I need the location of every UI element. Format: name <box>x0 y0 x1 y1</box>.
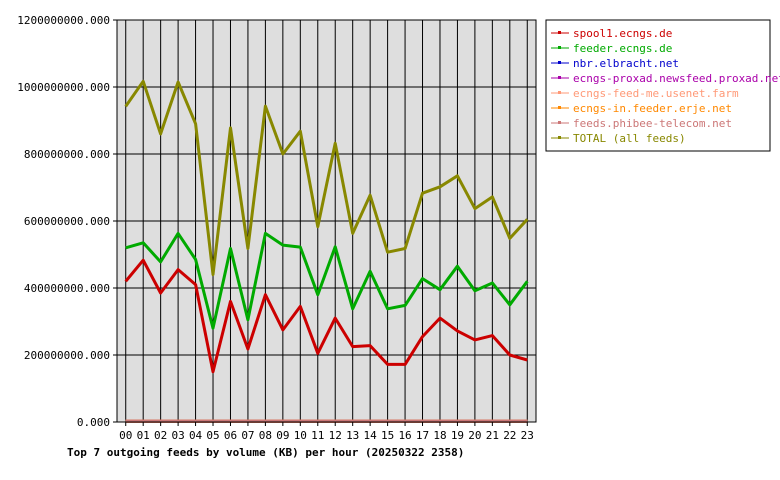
legend-entry: ecngs-feed-me.usenet.farm <box>573 87 739 100</box>
x-tick-label: 08 <box>259 429 272 442</box>
grid <box>117 19 536 423</box>
series-line <box>124 79 529 277</box>
legend-swatch-marker <box>558 91 561 94</box>
legend-swatch-marker <box>558 46 561 49</box>
series-layer <box>124 79 529 423</box>
x-tick-label: 12 <box>329 429 342 442</box>
y-axis-ticks: 0.000 200000000.000 400000000.000 600000000… <box>17 14 117 429</box>
x-tick-label: 03 <box>171 429 184 442</box>
x-tick-label: 21 <box>486 429 499 442</box>
x-tick-label: 11 <box>311 429 324 442</box>
legend-entry: feeder.ecngs.de <box>573 42 672 55</box>
legend-swatch-marker <box>558 61 561 64</box>
legend-entry: feeds.phibee-telecom.net <box>573 117 732 130</box>
x-tick-label: 15 <box>381 429 394 442</box>
x-tick-label: 18 <box>433 429 446 442</box>
y-tick-label: 800000000.000 <box>24 148 110 161</box>
y-tick-label: 600000000.000 <box>24 215 110 228</box>
x-tick-label: 14 <box>364 429 378 442</box>
chart-title: Top 7 outgoing feeds by volume (KB) per … <box>67 446 464 459</box>
legend: spool1.ecngs.de feeder.ecngs.de nbr.elbrac… <box>545 19 780 152</box>
legend-swatch-marker <box>558 76 561 79</box>
y-tick-label: 200000000.000 <box>24 349 110 362</box>
legend-swatch-marker <box>558 106 561 109</box>
legend-entry: spool1.ecngs.de <box>573 27 672 40</box>
legend-swatch-marker <box>558 31 561 34</box>
legend-frame <box>545 19 771 152</box>
legend-entry: nbr.elbracht.net <box>573 57 679 70</box>
x-tick-label: 10 <box>294 429 307 442</box>
x-tick-label: 17 <box>416 429 429 442</box>
series-line <box>124 258 528 374</box>
x-tick-label: 22 <box>503 429 516 442</box>
x-axis-ticks: 00 01 02 03 04 05 06 07 08 09 10 11 12 13 14 15 16 17 18 19… <box>119 422 534 442</box>
x-tick-label: 07 <box>241 429 254 442</box>
y-tick-label: 1000000000.000 <box>17 81 110 94</box>
legend-entry: ecngs-proxad.newsfeed.proxad.net <box>573 72 780 85</box>
x-tick-label: 02 <box>154 429 167 442</box>
x-tick-label: 23 <box>521 429 534 442</box>
x-tick-label: 19 <box>451 429 464 442</box>
legend-swatch-marker <box>558 136 561 139</box>
x-tick-label: 00 <box>119 429 132 442</box>
legend-entry: ecngs-in.feeder.erje.net <box>573 102 732 115</box>
legend-swatch-marker <box>558 121 561 124</box>
x-tick-label: 01 <box>137 429 150 442</box>
y-tick-label: 1200000000.000 <box>17 14 110 27</box>
x-tick-label: 13 <box>346 429 359 442</box>
x-tick-label: 20 <box>468 429 481 442</box>
series-line <box>125 231 529 330</box>
legend-entry: TOTAL (all feeds) <box>573 132 686 145</box>
x-tick-label: 04 <box>189 429 203 442</box>
y-tick-label: 0.000 <box>77 416 110 429</box>
x-tick-label: 06 <box>224 429 237 442</box>
x-tick-label: 09 <box>276 429 289 442</box>
y-tick-label: 400000000.000 <box>24 282 110 295</box>
x-tick-label: 16 <box>398 429 411 442</box>
x-tick-label: 05 <box>206 429 219 442</box>
